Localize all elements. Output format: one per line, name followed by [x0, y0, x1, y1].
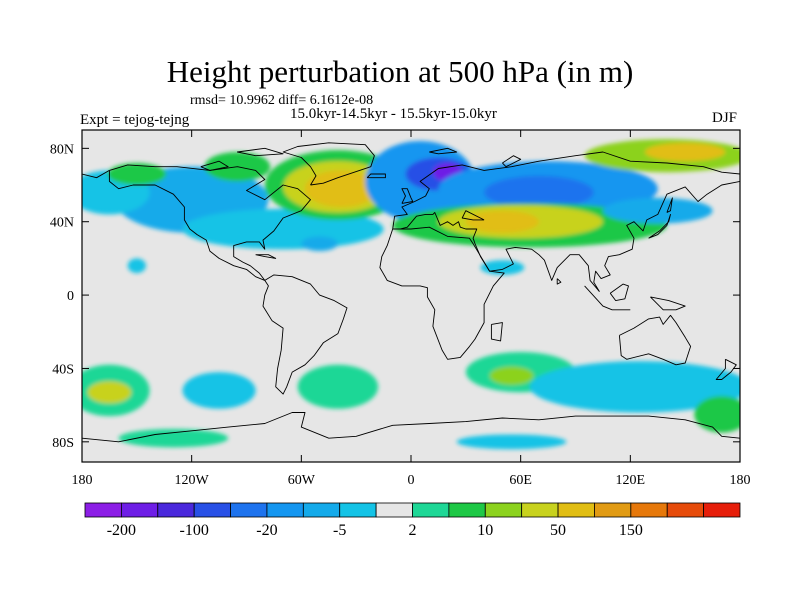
- coastline-24: [556, 278, 562, 285]
- x-tick-label: 120W: [175, 473, 210, 488]
- colorbar-swatch: [266, 502, 304, 518]
- colorbar-swatch: [193, 502, 231, 518]
- coastline-11: [715, 358, 737, 380]
- y-tick-label: 80N: [50, 142, 74, 157]
- anomaly-blob-7: [304, 170, 379, 208]
- anomaly-blob-30: [118, 428, 229, 448]
- coastline-4: [82, 170, 110, 179]
- x-tick-label: 60W: [288, 473, 316, 488]
- y-tick-label: 40S: [52, 362, 74, 377]
- colorbar-swatch: [521, 502, 559, 518]
- season-label: DJF: [712, 110, 738, 126]
- coastline-7: [401, 188, 414, 204]
- colorbar-swatch: [375, 502, 413, 518]
- anomaly-blob-20: [127, 258, 146, 274]
- x-tick-label: 0: [408, 473, 415, 488]
- colorbar-swatch: [703, 502, 741, 518]
- colorbar-label: -20: [256, 522, 277, 539]
- anomaly-blob-28: [529, 361, 740, 413]
- x-tick-label: 120E: [616, 473, 646, 488]
- coastline-20: [502, 155, 522, 168]
- coastline-8: [282, 142, 375, 186]
- colorbar-swatch: [302, 502, 341, 518]
- colorbar: -200 -100 -20 -5 2 10 50 150: [84, 502, 741, 539]
- colorbar-swatch: [484, 502, 523, 518]
- experiment-label: Expt = tejog-tejng: [80, 112, 190, 128]
- colorbar-label: 150: [619, 522, 643, 539]
- colorbar-label: -5: [333, 522, 346, 539]
- anomaly-blob-19: [301, 236, 338, 252]
- coastlines: [82, 142, 740, 443]
- anomaly-blob-24: [182, 372, 256, 409]
- colorbar-swatch: [594, 502, 632, 518]
- colorbar-swatch: [666, 502, 705, 518]
- plot-title: Height perturbation at 500 hPa (in m): [166, 54, 634, 89]
- y-tick-label: 40N: [50, 216, 74, 231]
- colorbar-swatch: [230, 502, 268, 518]
- coastline-12: [584, 285, 631, 311]
- anomaly-blob-31: [456, 434, 567, 450]
- anomaly-blob-2: [107, 163, 167, 186]
- anomaly-blob-12: [484, 175, 594, 209]
- colorbar-swatch: [630, 502, 668, 518]
- colorbar-label: 2: [409, 522, 417, 539]
- anomaly-blob-15: [465, 210, 539, 233]
- coastline-17: [82, 412, 740, 443]
- y-tick-label: 0: [67, 289, 74, 304]
- x-tick-label: 180: [72, 473, 93, 488]
- coastline-10: [618, 314, 692, 366]
- coastline-6: [461, 210, 485, 221]
- coastline-19: [200, 160, 229, 171]
- coastline-14: [650, 296, 686, 311]
- colorbar-swatch: [448, 502, 486, 518]
- stats-subtitle: rmsd= 10.9962 diff= 6.1612e-08: [190, 93, 374, 108]
- coastline-22: [666, 197, 673, 213]
- coastline-1: [262, 274, 348, 395]
- axis-ticks: 180 120W 60W 0 60E 120E 180 80N 40N 0 40S 80S: [50, 130, 751, 488]
- x-tick-label: 60E: [509, 473, 532, 488]
- colorbar-label: 50: [550, 522, 566, 539]
- coastline-23: [255, 254, 277, 259]
- colorbar-swatch: [557, 502, 595, 518]
- coastline-9: [366, 173, 386, 179]
- anomaly-blob-17: [644, 142, 726, 162]
- colorbar-label: -200: [107, 522, 136, 539]
- anomaly-blob-25: [297, 364, 379, 409]
- coastline-18: [236, 147, 284, 157]
- anomaly-blob-23: [87, 381, 132, 404]
- coastline-16: [490, 322, 503, 342]
- colorbar-swatch: [84, 502, 122, 518]
- colorbar-label: 10: [477, 522, 493, 539]
- anomaly-blob-29: [694, 395, 740, 433]
- anomaly-blob-27: [489, 366, 534, 385]
- coastline-5: [392, 180, 740, 292]
- colorbar-swatch: [120, 502, 159, 518]
- coastline-3: [392, 151, 740, 230]
- coastline-2: [379, 226, 505, 360]
- coastline-21: [429, 147, 458, 155]
- colorbar-swatch: [412, 502, 450, 518]
- coastline-13: [609, 283, 629, 302]
- period-subtitle: 15.0kyr-14.5kyr - 15.5kyr-15.0kyr: [290, 106, 497, 122]
- colorbar-swatch: [339, 502, 377, 518]
- coastline-15: [648, 213, 671, 239]
- x-tick-label: 180: [730, 473, 751, 488]
- coastline-0: [108, 164, 311, 281]
- anomaly-blob-18: [602, 197, 713, 224]
- y-tick-label: 80S: [52, 436, 74, 451]
- colorbar-label: -100: [180, 522, 209, 539]
- colorbar-swatch: [157, 502, 195, 518]
